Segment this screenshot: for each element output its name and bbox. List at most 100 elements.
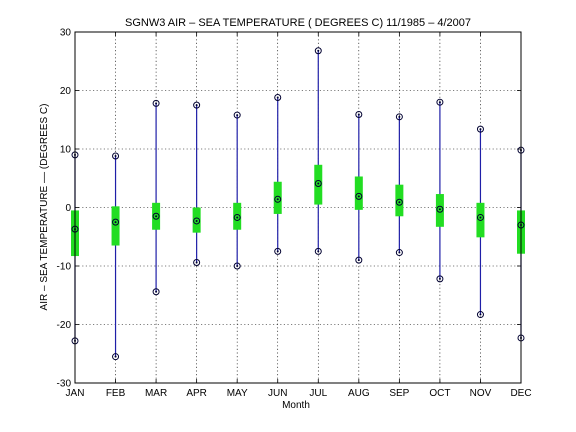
max-marker bbox=[274, 94, 282, 102]
min-dot bbox=[357, 259, 360, 262]
max-marker bbox=[233, 111, 241, 119]
max-dot bbox=[195, 104, 198, 107]
median-marker bbox=[152, 212, 160, 220]
median-marker bbox=[395, 198, 403, 206]
max-marker bbox=[355, 110, 363, 118]
box bbox=[314, 164, 323, 205]
min-dot bbox=[155, 290, 158, 293]
y-tick-label: 20 bbox=[60, 86, 72, 97]
median-marker bbox=[274, 195, 282, 203]
y-axis: -30 -20 -10 0 10 20 30 bbox=[57, 28, 521, 390]
max-dot bbox=[398, 115, 401, 118]
min-dot bbox=[276, 250, 279, 253]
max-dot bbox=[114, 155, 117, 158]
x-tick-label: JUN bbox=[268, 388, 287, 399]
plot-frame bbox=[74, 31, 522, 384]
y-tick-label: -10 bbox=[57, 262, 72, 273]
y-tick-label: -30 bbox=[57, 379, 72, 390]
max-marker bbox=[193, 101, 201, 109]
month-box-feb bbox=[111, 152, 120, 361]
min-dot bbox=[114, 355, 117, 358]
median-marker bbox=[355, 192, 363, 200]
x-tick-label: JAN bbox=[66, 388, 85, 399]
box bbox=[435, 194, 444, 227]
median-marker bbox=[476, 213, 484, 221]
month-box-jun bbox=[273, 94, 282, 255]
y-axis-label: AIR – SEA TEMPERATURE –– (DEGREES C) bbox=[39, 104, 50, 311]
x-tick-label: MAY bbox=[227, 388, 248, 399]
x-tick-label: MAR bbox=[145, 388, 167, 399]
min-marker bbox=[152, 288, 160, 296]
box bbox=[233, 202, 242, 230]
x-tick-label: SEP bbox=[389, 388, 409, 399]
min-dot bbox=[479, 313, 482, 316]
median-marker bbox=[314, 180, 322, 188]
max-dot bbox=[276, 96, 279, 99]
max-marker bbox=[152, 99, 160, 107]
x-tick-label: JUL bbox=[309, 388, 327, 399]
plot-marks bbox=[71, 47, 525, 361]
month-box-aug bbox=[354, 110, 363, 264]
max-marker bbox=[395, 113, 403, 121]
x-axis: JAN FEB MAR APR MAY JUN JUL AUG SEP OCT NOV DEC bbox=[66, 32, 532, 399]
median-marker bbox=[436, 205, 444, 213]
max-dot bbox=[317, 49, 320, 52]
max-dot bbox=[236, 114, 239, 117]
median-marker bbox=[193, 217, 201, 225]
month-box-oct bbox=[435, 98, 444, 283]
month-box-jul bbox=[314, 47, 323, 255]
max-dot bbox=[479, 128, 482, 131]
y-tick-label: 30 bbox=[60, 28, 72, 39]
min-dot bbox=[195, 261, 198, 264]
min-marker bbox=[436, 275, 444, 283]
month-box-apr bbox=[192, 101, 201, 266]
median-dot bbox=[114, 221, 117, 224]
month-box-sep bbox=[395, 113, 404, 257]
max-marker bbox=[112, 152, 120, 160]
median-dot bbox=[276, 198, 279, 201]
median-marker bbox=[112, 218, 120, 226]
max-marker bbox=[314, 47, 322, 55]
x-tick-label: NOV bbox=[470, 388, 492, 399]
max-dot bbox=[357, 113, 360, 116]
grid bbox=[75, 32, 521, 383]
y-tick-label: 10 bbox=[60, 145, 72, 156]
y-tick-label: 0 bbox=[65, 203, 71, 214]
y-tick-label: -20 bbox=[57, 320, 72, 331]
min-dot bbox=[317, 250, 320, 253]
min-marker bbox=[233, 262, 241, 270]
min-marker bbox=[274, 247, 282, 255]
min-dot bbox=[438, 277, 441, 280]
min-dot bbox=[236, 265, 239, 267]
median-dot bbox=[479, 216, 482, 219]
x-tick-label: FEB bbox=[106, 388, 126, 399]
x-tick-label: OCT bbox=[429, 388, 450, 399]
median-dot bbox=[357, 195, 360, 198]
median-dot bbox=[438, 208, 441, 211]
min-marker bbox=[314, 247, 322, 255]
x-tick-label: APR bbox=[186, 388, 207, 399]
box bbox=[395, 184, 404, 217]
x-tick-label: AUG bbox=[348, 388, 370, 399]
min-dot bbox=[398, 251, 401, 254]
median-dot bbox=[236, 216, 239, 219]
median-marker bbox=[233, 213, 241, 221]
median-dot bbox=[155, 215, 158, 218]
median-dot bbox=[195, 219, 198, 222]
min-marker bbox=[476, 311, 484, 319]
month-box-nov bbox=[476, 125, 485, 319]
min-marker bbox=[193, 258, 201, 266]
min-marker bbox=[355, 256, 363, 264]
max-dot bbox=[155, 102, 158, 105]
chart-title: SGNW3 AIR – SEA TEMPERATURE ( DEGREES C)… bbox=[125, 17, 471, 29]
max-marker bbox=[476, 125, 484, 133]
max-dot bbox=[438, 101, 441, 104]
x-tick-label: DEC bbox=[510, 388, 531, 399]
x-axis-label: Month bbox=[282, 400, 310, 411]
box bbox=[111, 206, 120, 246]
month-box-may bbox=[233, 111, 242, 270]
month-box-mar bbox=[152, 99, 161, 296]
box bbox=[273, 181, 282, 214]
min-marker bbox=[395, 249, 403, 257]
